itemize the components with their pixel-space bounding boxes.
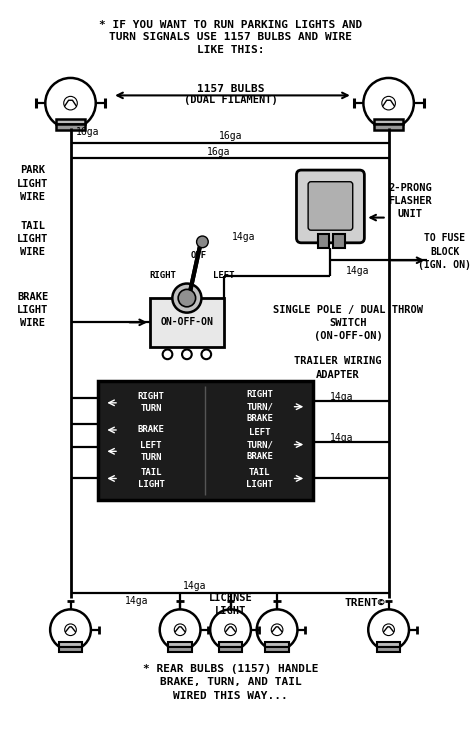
Text: UNIT: UNIT	[397, 209, 422, 219]
Text: * REAR BULBS (1157) HANDLE: * REAR BULBS (1157) HANDLE	[143, 664, 318, 674]
FancyBboxPatch shape	[374, 119, 403, 125]
Text: RIGHT
TURN/
BRAKE: RIGHT TURN/ BRAKE	[246, 391, 273, 423]
FancyBboxPatch shape	[98, 382, 313, 500]
FancyBboxPatch shape	[318, 234, 329, 247]
Text: 2-PRONG: 2-PRONG	[388, 183, 432, 193]
Text: SINGLE POLE / DUAL THROW
SWITCH
(ON-OFF-ON): SINGLE POLE / DUAL THROW SWITCH (ON-OFF-…	[273, 305, 423, 342]
Text: ON-OFF-ON: ON-OFF-ON	[161, 318, 213, 327]
Text: * IF YOU WANT TO RUN PARKING LIGHTS AND: * IF YOU WANT TO RUN PARKING LIGHTS AND	[99, 20, 362, 30]
Text: 16ga: 16ga	[219, 131, 242, 141]
Text: TRENT©: TRENT©	[344, 598, 384, 607]
Text: BRAKE, TURN, AND TAIL: BRAKE, TURN, AND TAIL	[160, 677, 301, 687]
Text: 14ga: 14ga	[125, 596, 148, 606]
FancyBboxPatch shape	[168, 642, 192, 648]
Text: BRAKE: BRAKE	[137, 426, 164, 434]
Circle shape	[173, 283, 201, 312]
FancyBboxPatch shape	[56, 125, 85, 131]
FancyBboxPatch shape	[296, 170, 365, 243]
FancyBboxPatch shape	[59, 642, 82, 648]
FancyBboxPatch shape	[219, 648, 242, 652]
Text: 14ga: 14ga	[330, 433, 354, 442]
Text: LEFT
TURN/
BRAKE: LEFT TURN/ BRAKE	[246, 429, 273, 461]
FancyBboxPatch shape	[56, 119, 85, 125]
Text: TRAILER WIRING
ADAPTER: TRAILER WIRING ADAPTER	[294, 356, 382, 380]
Text: 16ga: 16ga	[207, 147, 231, 157]
FancyBboxPatch shape	[374, 125, 403, 131]
FancyBboxPatch shape	[59, 648, 82, 652]
FancyBboxPatch shape	[377, 642, 400, 648]
FancyBboxPatch shape	[333, 234, 345, 247]
Text: 14ga: 14ga	[231, 232, 255, 242]
Text: LIKE THIS:: LIKE THIS:	[197, 45, 264, 55]
Text: TAIL
LIGHT
WIRE: TAIL LIGHT WIRE	[17, 220, 48, 257]
Text: FLASHER: FLASHER	[388, 196, 432, 206]
FancyBboxPatch shape	[265, 648, 289, 652]
Text: TO FUSE
BLOCK
(IGN. ON): TO FUSE BLOCK (IGN. ON)	[419, 234, 471, 270]
FancyBboxPatch shape	[308, 182, 353, 230]
Text: 1157 BULBS: 1157 BULBS	[197, 84, 264, 93]
FancyBboxPatch shape	[150, 298, 224, 347]
FancyBboxPatch shape	[377, 648, 400, 652]
Circle shape	[178, 289, 196, 307]
Text: LICENSE
LIGHT: LICENSE LIGHT	[209, 593, 253, 616]
Text: LEFT
TURN: LEFT TURN	[140, 441, 162, 461]
Circle shape	[197, 236, 208, 247]
FancyBboxPatch shape	[168, 648, 192, 652]
Text: 14ga: 14ga	[330, 392, 354, 402]
Text: PARK
LIGHT
WIRE: PARK LIGHT WIRE	[17, 166, 48, 202]
Text: TAIL
LIGHT: TAIL LIGHT	[137, 468, 164, 489]
FancyBboxPatch shape	[219, 642, 242, 648]
Text: (DUAL FILAMENT): (DUAL FILAMENT)	[183, 95, 277, 105]
Text: WIRED THIS WAY...: WIRED THIS WAY...	[173, 691, 288, 701]
Text: RIGHT: RIGHT	[149, 272, 176, 280]
FancyBboxPatch shape	[265, 642, 289, 648]
Text: TAIL
LIGHT: TAIL LIGHT	[246, 468, 273, 489]
Text: TURN SIGNALS USE 1157 BULBS AND WIRE: TURN SIGNALS USE 1157 BULBS AND WIRE	[109, 32, 352, 42]
Text: 14ga: 14ga	[183, 581, 206, 591]
Text: OFF: OFF	[191, 251, 207, 260]
Text: LEFT: LEFT	[213, 272, 235, 280]
Text: 16ga: 16ga	[76, 127, 100, 137]
Text: 14ga: 14ga	[346, 266, 369, 276]
Text: RIGHT
TURN: RIGHT TURN	[137, 393, 164, 413]
Text: BRAKE
LIGHT
WIRE: BRAKE LIGHT WIRE	[17, 291, 48, 328]
